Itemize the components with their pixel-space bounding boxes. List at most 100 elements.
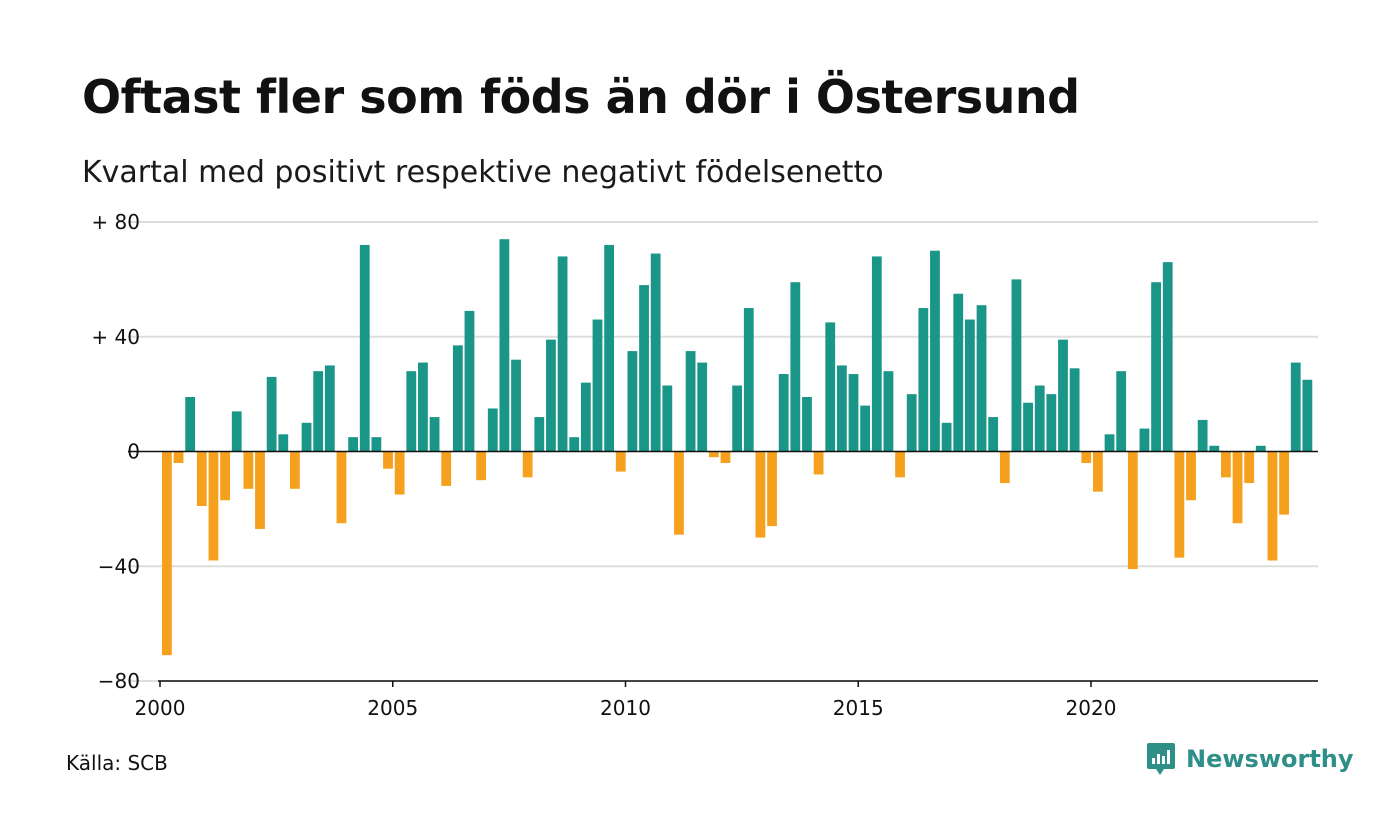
bar [290,451,300,489]
newsworthy-logo-icon [1147,743,1175,775]
y-tick-label: −40 [98,554,140,578]
bar [487,408,498,452]
bar [650,253,661,452]
bar [848,374,859,452]
bar [802,396,812,452]
bar [1139,428,1150,452]
bar [336,451,347,524]
bar [208,451,219,561]
bar [1034,385,1045,452]
bar [1011,279,1022,452]
bar [522,451,533,478]
bar [767,451,777,527]
bar [755,451,766,538]
axes [128,450,1318,687]
bar [836,365,847,452]
bar [429,417,440,452]
bar [1116,371,1127,452]
bar [1255,445,1266,452]
bar [464,310,475,452]
y-tick-label: 0 [127,440,140,464]
bar [243,451,254,489]
bar [988,417,999,452]
bar [394,451,405,495]
bar [964,319,975,452]
bar [1279,451,1289,515]
bar [895,451,905,478]
bar [1244,451,1255,484]
bar [1290,362,1301,452]
bar [999,451,1010,484]
bar [1302,379,1313,452]
bar [813,451,824,475]
bar [883,371,894,452]
bar [732,385,743,452]
bar [255,451,265,529]
bar [231,411,242,452]
bar [499,239,510,452]
bar [1232,451,1243,524]
bar [871,256,882,452]
bar [1046,394,1057,452]
bar [743,308,754,452]
bar [173,451,184,463]
tick-labels: + 80 + 40 0 −40 −80 2000 2005 2010 2015 2020 [91,210,1116,720]
bar [615,451,626,472]
bar [1104,434,1115,452]
bar [1197,419,1208,452]
brand-logo[interactable]: Newsworthy [1146,741,1354,777]
x-tick-label: 2020 [1066,696,1117,720]
bar [348,437,358,452]
bar [790,282,801,452]
bar [1058,339,1068,452]
bar [406,371,417,452]
bar [1221,451,1231,478]
bar [371,437,382,452]
bar [266,376,277,452]
bar [557,256,568,452]
bar [418,362,428,452]
bar [1174,451,1185,558]
bar [708,451,719,458]
bar [1209,445,1220,452]
bar [1267,451,1278,561]
bar [778,374,789,452]
bar [976,305,987,452]
bar [383,451,393,469]
y-tick-label: + 40 [91,325,140,349]
bar [697,362,708,452]
bar [196,451,207,507]
bar [627,351,638,452]
bar [546,339,556,452]
bar [220,451,230,501]
y-tick-label: + 80 [91,210,140,234]
bar [1023,402,1033,452]
x-tick-label: 2010 [600,696,651,720]
bar [511,359,521,452]
bars [162,239,1313,656]
bar [1151,282,1161,452]
x-tick-label: 2005 [367,696,418,720]
bar [1186,451,1196,501]
bar [825,322,836,452]
bar [569,437,580,452]
bar [534,417,545,452]
bar [1162,262,1173,452]
bar [639,285,649,452]
bar [592,319,603,452]
source-note: Källa: SCB [66,751,168,775]
x-tick-label: 2015 [833,696,884,720]
bar [452,345,463,452]
bar [441,451,452,486]
bar [1127,451,1138,570]
bar [906,394,917,452]
bar [720,451,731,463]
bar [278,434,289,452]
bar [662,385,673,452]
bar [604,244,615,452]
bar [930,250,940,452]
bar [1081,451,1092,463]
chart-title: Oftast fler som föds än dör i Östersund [82,70,1080,124]
x-tick-label: 2000 [135,696,186,720]
